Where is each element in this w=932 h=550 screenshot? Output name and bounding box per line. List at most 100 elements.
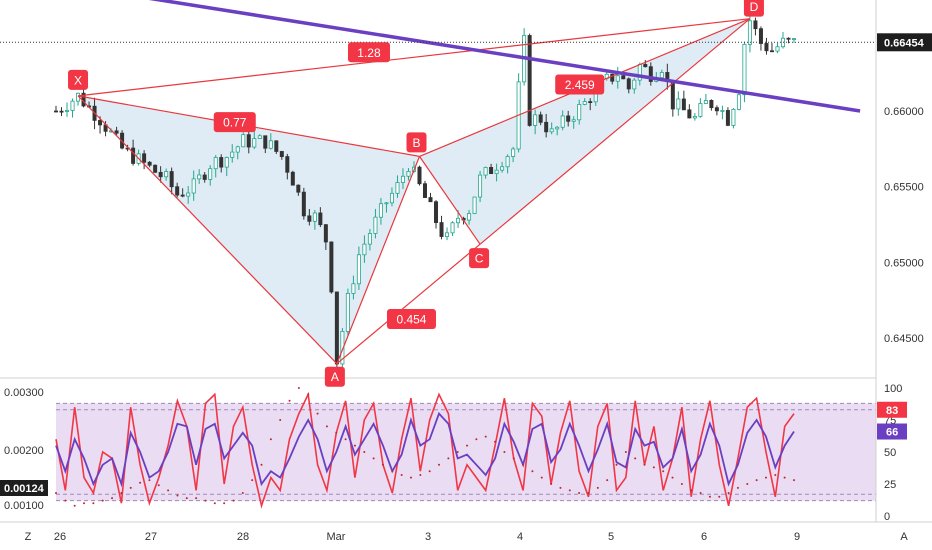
oscillator-dot <box>428 470 431 473</box>
price-pane: X A B C D 0.77 0.454 2.459 1.28 <box>0 0 876 387</box>
price-tick-label: 0.64500 <box>884 333 924 345</box>
candle-body <box>329 241 334 293</box>
candle-body <box>786 37 791 40</box>
oscillator-dot <box>559 486 562 489</box>
pattern-point-label: D <box>750 0 759 14</box>
candle-body <box>400 175 405 183</box>
candle-body <box>769 50 774 53</box>
corner-label-right: A <box>900 531 908 543</box>
candle-body <box>731 108 736 126</box>
candle-body <box>681 98 686 111</box>
candle-body <box>577 104 582 121</box>
oscillator-dot <box>615 463 618 466</box>
ratio-label: 1.28 <box>347 42 390 63</box>
candle-body <box>279 151 284 157</box>
candle-body <box>351 283 356 294</box>
candle-body <box>241 134 246 148</box>
candle-body <box>643 64 648 68</box>
candle-body <box>610 73 615 82</box>
pattern-line-cd <box>479 18 751 245</box>
oscillator-dot <box>699 491 702 494</box>
oscillator-dot <box>671 476 674 479</box>
candle-body <box>70 100 75 111</box>
candle-body <box>142 153 147 163</box>
pattern-point-x: X <box>68 69 89 90</box>
candle-body <box>340 331 345 365</box>
candle-body <box>687 109 692 119</box>
candle-body <box>621 75 626 80</box>
ratio-label: 0.77 <box>213 112 256 133</box>
candle-body <box>54 110 59 113</box>
candle-body <box>224 156 229 168</box>
oscillator-tick-label: 100 <box>884 383 902 395</box>
oscillator-dot <box>708 495 711 498</box>
candle-body <box>208 168 213 180</box>
candle-body <box>186 192 191 197</box>
ratio-value: 0.454 <box>396 312 426 326</box>
candle-body <box>500 166 505 171</box>
oscillator-dot <box>288 399 291 402</box>
candle-body <box>268 140 273 149</box>
oscillator-dot <box>652 466 655 469</box>
oscillator-dot <box>251 479 254 482</box>
oscillator-dot <box>718 495 721 498</box>
pattern-point-box <box>743 0 764 17</box>
time-tick-label: 3 <box>425 531 431 543</box>
candle-body <box>549 128 554 133</box>
oscillator-dot <box>213 502 216 505</box>
oscillator-dot <box>260 463 263 466</box>
candle-body <box>345 293 350 332</box>
candle-body <box>648 66 653 82</box>
oscillator-dot <box>624 451 627 453</box>
candle-body <box>472 196 477 214</box>
oscillator-dot <box>643 463 646 466</box>
oscillator-dot <box>185 497 188 500</box>
candle-body <box>533 114 538 126</box>
candle-body <box>632 79 637 90</box>
candle-body <box>417 166 422 185</box>
candle-body <box>230 151 235 158</box>
candle-body <box>615 75 620 82</box>
candle-body <box>439 222 444 237</box>
pattern-point-c: C <box>469 248 490 269</box>
pattern-point-b: B <box>406 132 427 153</box>
candle-body <box>456 217 461 224</box>
oscillator-left-tick: 0.00300 <box>4 387 44 399</box>
corner-label-left: Z <box>25 531 32 543</box>
pattern-point-label: A <box>331 370 339 384</box>
oscillator-dot <box>746 483 749 485</box>
candle-body <box>334 291 339 365</box>
oscillator-dot <box>793 479 795 482</box>
candle-body <box>483 166 488 176</box>
oscillator-dot <box>157 484 160 487</box>
pattern-line-ac <box>336 243 481 365</box>
candle-body <box>434 201 439 223</box>
pattern-fill-xab <box>78 95 420 364</box>
oscillator-dot <box>111 497 114 500</box>
ratio-box <box>386 308 436 329</box>
oscillator-dot <box>475 438 478 441</box>
oscillator-dot <box>64 499 67 502</box>
time-tick-label: 28 <box>237 531 249 543</box>
oscillator-dot <box>755 479 758 482</box>
oscillator-dot <box>92 502 95 505</box>
candle-body <box>235 146 240 153</box>
oscillator-dot <box>241 491 244 494</box>
candle-body <box>164 171 169 178</box>
oscillator-dot <box>139 481 142 484</box>
oscillator-dot <box>596 486 599 489</box>
oscillator-dot <box>578 491 581 494</box>
oscillator-dot <box>73 504 76 507</box>
candle-body <box>395 182 400 194</box>
oscillator-dot <box>494 440 497 443</box>
oscillator-dot <box>101 499 104 502</box>
oscillator-dot <box>148 479 151 482</box>
oscillator-dot <box>269 438 272 441</box>
oscillator-dot <box>419 474 422 477</box>
ratio-box <box>347 42 390 63</box>
candle-body <box>312 212 317 222</box>
oscillator-dot <box>232 499 235 502</box>
pattern-point-a: A <box>324 366 345 387</box>
ratio-value: 1.28 <box>357 46 381 60</box>
candle-body <box>505 156 510 168</box>
